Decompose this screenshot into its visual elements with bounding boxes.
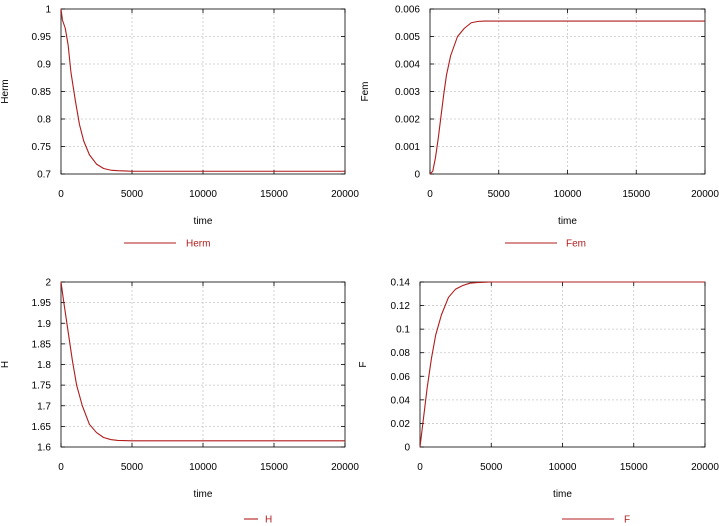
x-axis-label: time bbox=[553, 489, 572, 500]
y-tick-label: 0.001 bbox=[395, 142, 420, 153]
y-tick-label: 0.005 bbox=[395, 32, 420, 43]
y-tick-label: 0.006 bbox=[395, 5, 420, 16]
y-axis-label: Fem bbox=[360, 82, 371, 102]
x-tick-label: 0 bbox=[58, 462, 64, 473]
plot-frame bbox=[60, 8, 346, 175]
x-tick-label: 20000 bbox=[331, 462, 359, 473]
y-tick-label: 0.95 bbox=[32, 32, 52, 43]
y-tick-label: 1.6 bbox=[37, 443, 51, 454]
y-tick-label: 2 bbox=[45, 278, 51, 289]
y-tick-label: 0.9 bbox=[37, 60, 51, 71]
plot-frame bbox=[60, 281, 346, 448]
x-tick-label: 15000 bbox=[620, 462, 648, 473]
y-tick-label: 1.85 bbox=[32, 339, 52, 350]
x-tick-label: 5000 bbox=[488, 189, 511, 200]
x-tick-label: 20000 bbox=[691, 189, 719, 200]
legend-label: H bbox=[265, 515, 272, 526]
chart-panel-herm: 0 5000 10000 15000 20000 0.7 0.75 0.8 0.85 0.9 0.9… bbox=[0, 5, 359, 250]
x-tick-label: 15000 bbox=[622, 189, 650, 200]
y-tick-label: 0 bbox=[414, 170, 420, 181]
x-tick-label: 0 bbox=[58, 189, 64, 200]
y-tick-label: 0.02 bbox=[391, 419, 411, 430]
y-tick-label: 0.75 bbox=[32, 142, 52, 153]
legend-label: F bbox=[624, 515, 630, 526]
y-tick-label: 0.85 bbox=[32, 87, 52, 98]
plot-frame bbox=[429, 8, 706, 175]
x-tick-label: 20000 bbox=[331, 189, 359, 200]
series-line-h bbox=[60, 281, 345, 442]
y-tick-label: 0.06 bbox=[391, 372, 411, 383]
y-tick-label: 0.003 bbox=[395, 87, 420, 98]
y-tick-label: 0.04 bbox=[391, 395, 411, 406]
x-axis-label: time bbox=[558, 216, 577, 227]
chart-panel-f: 0 5000 10000 15000 20000 0 0.02 0.04 0.06 0.08 0.1… bbox=[358, 278, 719, 526]
x-tick-label: 10000 bbox=[189, 189, 217, 200]
y-tick-label: 0.08 bbox=[391, 348, 411, 359]
y-tick-label: 0.7 bbox=[37, 170, 51, 181]
x-tick-label: 15000 bbox=[260, 462, 288, 473]
legend-label: Fem bbox=[566, 239, 586, 250]
x-tick-label: 5000 bbox=[480, 462, 503, 473]
y-tick-label: 0.8 bbox=[37, 115, 51, 126]
x-tick-label: 10000 bbox=[554, 189, 582, 200]
x-tick-label: 15000 bbox=[260, 189, 288, 200]
y-tick-label: 1.95 bbox=[32, 298, 52, 309]
x-axis-label: time bbox=[194, 489, 213, 500]
y-tick-label: 1.75 bbox=[32, 381, 52, 392]
y-axis-label: H bbox=[0, 361, 11, 368]
y-tick-label: 0.002 bbox=[395, 115, 420, 126]
x-tick-label: 5000 bbox=[121, 462, 144, 473]
y-tick-label: 0.004 bbox=[395, 60, 420, 71]
series-line-fem bbox=[429, 20, 705, 175]
y-tick-label: 1.9 bbox=[37, 319, 51, 330]
x-tick-label: 0 bbox=[427, 189, 433, 200]
y-tick-label: 1.8 bbox=[37, 360, 51, 371]
y-tick-label: 1 bbox=[45, 5, 51, 16]
x-axis-label: time bbox=[194, 216, 213, 227]
y-tick-label: 0.12 bbox=[391, 301, 411, 312]
y-tick-label: 0.1 bbox=[396, 325, 410, 336]
x-tick-label: 0 bbox=[417, 462, 423, 473]
chart-panel-fem: 0 5000 10000 15000 20000 0 0.001 0.002 0.003 0.00… bbox=[360, 5, 719, 250]
legend-label: Herm bbox=[186, 239, 210, 250]
y-axis-label: F bbox=[358, 361, 369, 367]
x-tick-label: 10000 bbox=[549, 462, 577, 473]
x-tick-label: 5000 bbox=[121, 189, 144, 200]
x-tick-label: 20000 bbox=[691, 462, 719, 473]
chart-panel-h: 0 5000 10000 15000 20000 1.6 1.65 1.7 1.75 1.8 1.8… bbox=[0, 278, 359, 526]
x-tick-label: 10000 bbox=[189, 462, 217, 473]
y-tick-label: 0.14 bbox=[391, 278, 411, 289]
series-line-herm bbox=[60, 8, 345, 172]
y-tick-label: 0 bbox=[404, 443, 410, 454]
y-tick-label: 1.65 bbox=[32, 422, 52, 433]
y-tick-label: 1.7 bbox=[37, 401, 51, 412]
series-line-f bbox=[419, 281, 705, 448]
y-axis-label: Herm bbox=[0, 79, 11, 103]
